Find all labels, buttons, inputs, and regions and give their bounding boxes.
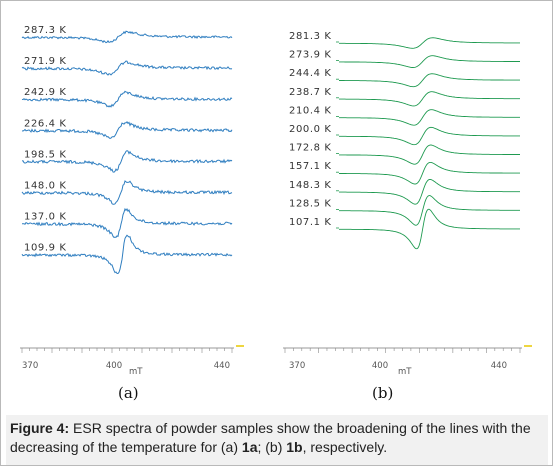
spectrum-line-b-2 — [339, 55, 520, 68]
caption-text-1: ESR spectra of powder samples show the b… — [10, 420, 531, 455]
caption-text-2: ; (b) — [257, 439, 287, 455]
spectrum-line-b-6 — [339, 126, 520, 146]
series-label-b-9: 148.3 K — [289, 180, 332, 191]
series-label-a-2: 271.9 K — [24, 56, 67, 67]
spectrum-line-a-1 — [21, 30, 233, 44]
x-tick-label-b-370: 370 — [289, 361, 305, 371]
spectrum-line-b-8 — [339, 161, 520, 185]
panel-label-a: (a) — [118, 384, 139, 402]
caption-text-3: , respectively. — [302, 439, 388, 455]
series-label-b-4: 238.7 K — [289, 87, 332, 98]
x-unit-label-a: mT — [129, 367, 143, 377]
series-label-b-8: 157.1 K — [289, 161, 332, 172]
spectrum-line-a-6 — [21, 180, 233, 205]
series-label-a-4: 226.4 K — [24, 118, 67, 129]
series-label-b-10: 128.5 K — [289, 198, 332, 209]
caption-compound-a: 1a — [241, 439, 258, 455]
x-tick-label-a-400: 400 — [106, 361, 122, 371]
spectrum-line-a-8 — [21, 234, 233, 275]
series-label-b-2: 273.9 K — [289, 50, 332, 61]
spectrum-line-a-2 — [21, 60, 233, 76]
spectrum-line-a-3 — [21, 90, 233, 108]
caption-label: Figure 4: — [10, 420, 70, 436]
spectrum-line-b-1 — [339, 37, 520, 49]
x-tick-label-a-440: 440 — [214, 361, 230, 371]
series-label-a-1: 287.3 K — [24, 25, 67, 36]
x-tick-label-b-400: 400 — [372, 361, 388, 371]
series-label-b-7: 172.8 K — [289, 143, 332, 154]
series-label-a-8: 109.9 K — [24, 243, 67, 254]
x-unit-label-b: mT — [398, 367, 412, 377]
spectrum-line-b-9 — [339, 178, 520, 205]
panel-label-b: (b) — [372, 384, 393, 402]
series-label-a-3: 242.9 K — [24, 87, 67, 98]
series-label-b-3: 244.4 K — [289, 68, 332, 79]
spectrum-line-b-10 — [339, 195, 520, 226]
figure-caption: Figure 4: ESR spectra of powder samples … — [6, 415, 548, 465]
series-label-b-1: 281.3 K — [289, 31, 332, 42]
caption-compound-b: 1b — [286, 439, 303, 455]
spectrum-line-b-3 — [339, 73, 520, 88]
spectrum-line-b-5 — [339, 109, 520, 126]
spectrum-line-b-7 — [339, 144, 520, 165]
spectrum-line-a-7 — [22, 207, 233, 238]
series-label-b-6: 200.0 K — [289, 124, 332, 135]
spectrum-line-b-4 — [339, 91, 520, 107]
spectrum-line-a-5 — [21, 150, 233, 173]
x-tick-label-a-370: 370 — [22, 361, 38, 371]
series-label-a-5: 198.5 K — [24, 149, 67, 160]
series-label-b-5: 210.4 K — [289, 105, 332, 116]
series-label-b-11: 107.1 K — [289, 217, 332, 228]
spectrum-line-a-4 — [21, 120, 233, 139]
series-label-a-6: 148.0 K — [24, 181, 67, 192]
x-tick-label-b-440: 440 — [491, 361, 507, 371]
esr-spectra-plots: 370 400 440 mT (a) 287.3 K 271.9 K 242.9 K 226.4… — [20, 25, 532, 402]
series-label-a-7: 137.0 K — [24, 212, 67, 223]
spectrum-line-b-11 — [339, 208, 520, 250]
